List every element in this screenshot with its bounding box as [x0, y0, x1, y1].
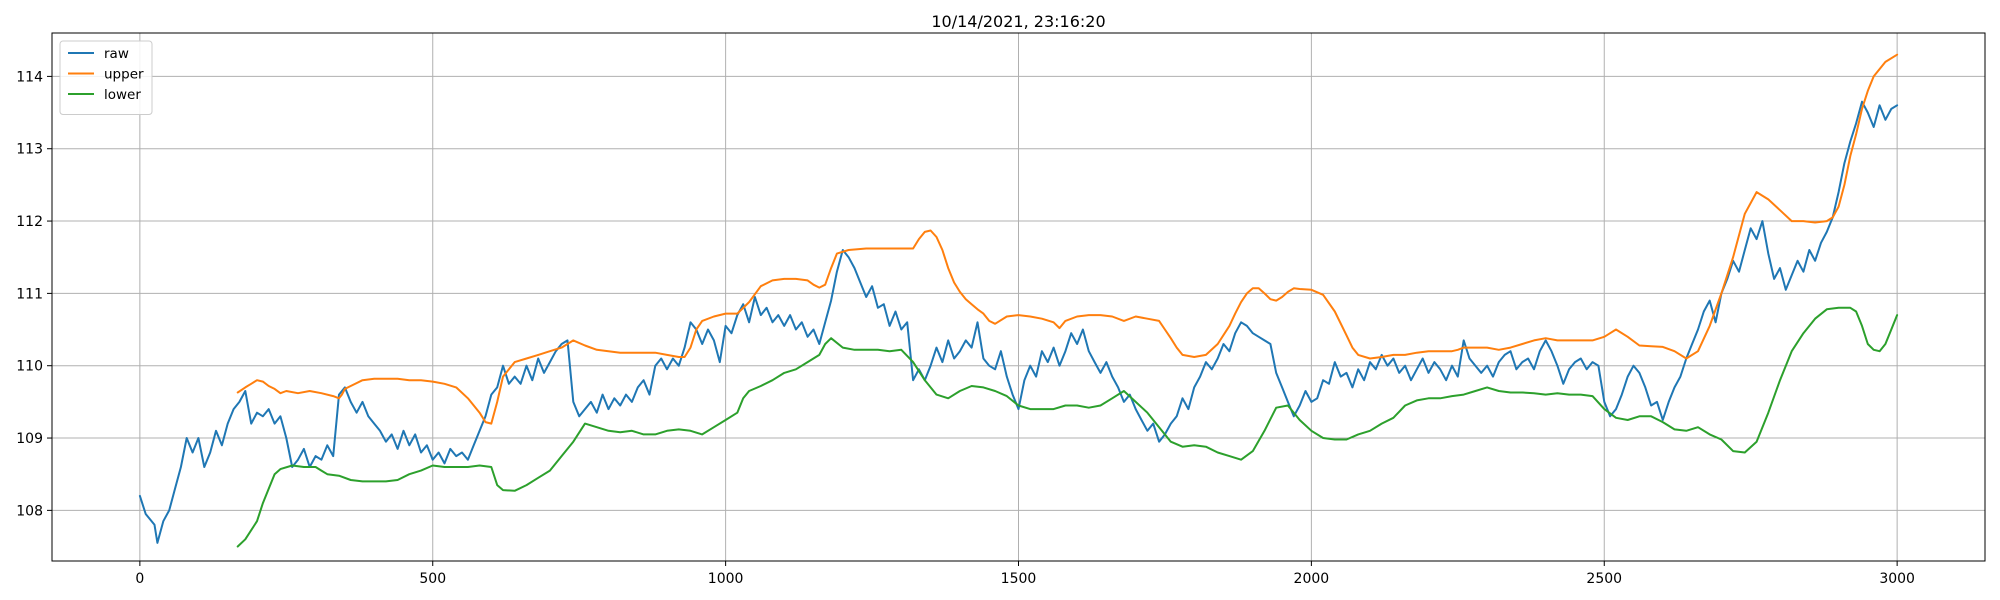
- x-tick-label: 3000: [1879, 571, 1915, 587]
- y-axis: 108 109 110 111 112 113 114: [16, 69, 52, 519]
- y-tick-label: 109: [16, 431, 43, 447]
- legend-label-upper: upper: [104, 67, 144, 83]
- x-tick-label: 2000: [1294, 571, 1330, 587]
- y-tick-label: 111: [16, 286, 43, 302]
- x-tick-label: 500: [419, 571, 446, 587]
- chart-title: 10/14/2021, 23:16:20: [931, 12, 1105, 31]
- legend-label-raw: raw: [104, 46, 129, 62]
- x-tick-label: 2500: [1586, 571, 1622, 587]
- grid-lines: [52, 33, 1985, 561]
- series-lines: [138, 53, 1899, 548]
- y-tick-label: 108: [16, 503, 43, 519]
- x-tick-label: 0: [135, 571, 144, 587]
- series-line-upper: [236, 53, 1899, 425]
- legend-box: [59, 40, 153, 115]
- series-line-raw: [138, 100, 1899, 544]
- y-tick-label: 110: [16, 359, 43, 375]
- x-axis: 0 500 1000 1500 2000 2500 3000: [135, 561, 1915, 587]
- x-tick-label: 1000: [708, 571, 744, 587]
- y-tick-label: 114: [16, 69, 43, 85]
- y-tick-label: 113: [16, 142, 43, 158]
- series-line-lower: [236, 306, 1899, 548]
- legend-label-lower: lower: [104, 87, 141, 103]
- y-tick-label: 112: [16, 214, 43, 230]
- legend: raw upper lower: [59, 40, 153, 115]
- x-tick-label: 1500: [1001, 571, 1037, 587]
